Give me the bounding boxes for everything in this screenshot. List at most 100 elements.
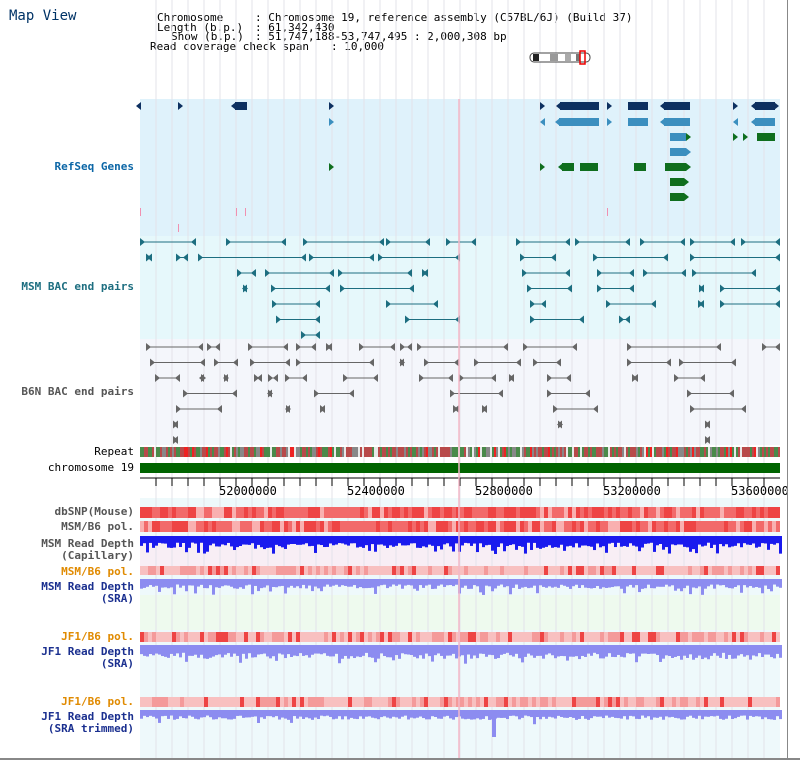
polymorphism-cell xyxy=(272,507,276,518)
depth-bar xyxy=(230,579,233,587)
repeat-element xyxy=(516,447,518,457)
depth-bar xyxy=(527,579,530,589)
depth-bar xyxy=(656,645,659,656)
bac-end xyxy=(425,238,430,246)
polymorphism-cell xyxy=(312,566,316,575)
polymorphism-cell xyxy=(444,507,448,518)
depth-bar xyxy=(707,645,710,660)
polymorphism-cell xyxy=(396,632,400,642)
polymorphism-cell xyxy=(204,566,208,575)
repeat-element xyxy=(616,447,618,457)
depth-bar xyxy=(464,710,467,720)
depth-bar xyxy=(185,536,188,553)
depth-bar xyxy=(653,710,656,718)
polymorphism-cell xyxy=(776,632,780,642)
show-label: Show (b.p.) xyxy=(171,30,244,43)
depth-bar xyxy=(347,710,350,720)
bac-end xyxy=(373,374,378,382)
gene-feature xyxy=(670,193,684,201)
depth-bar xyxy=(626,579,629,587)
polymorphism-cell xyxy=(324,507,328,518)
depth-bar xyxy=(695,536,698,554)
depth-bar xyxy=(557,536,560,548)
depth-bar xyxy=(365,579,368,589)
gene-arrow xyxy=(660,118,665,126)
polymorphism-cell xyxy=(572,507,576,518)
repeat-element xyxy=(266,447,268,457)
label-b6n-bac[interactable]: B6N BAC end pairs xyxy=(21,385,134,398)
polymorphism-cell xyxy=(352,632,356,642)
repeat-element xyxy=(378,447,380,457)
polymorphism-cell xyxy=(148,507,152,518)
depth-bar xyxy=(272,710,275,718)
depth-bar xyxy=(329,710,332,717)
repeat-element xyxy=(764,447,766,457)
polymorphism-cell xyxy=(384,521,388,532)
polymorphism-cell xyxy=(436,507,440,518)
polymorphism-cell xyxy=(592,507,596,518)
polymorphism-cell xyxy=(232,632,236,642)
polymorphism-cell xyxy=(336,632,340,642)
bac-end xyxy=(283,343,288,351)
bac-end xyxy=(729,389,734,398)
bac-end xyxy=(503,343,508,351)
depth-bar xyxy=(545,645,548,655)
bac-end xyxy=(250,358,255,367)
gene-arrow xyxy=(540,163,545,171)
label-refseq-genes[interactable]: RefSeq Genes xyxy=(54,160,134,173)
repeat-element xyxy=(600,447,602,457)
depth-bar xyxy=(338,536,341,544)
polymorphism-cell xyxy=(472,566,476,575)
polymorphism-cell xyxy=(624,697,628,707)
polymorphism-cell xyxy=(256,632,260,642)
repeat-element xyxy=(320,447,322,457)
polymorphism-cell xyxy=(724,632,728,642)
gene-feature xyxy=(755,102,775,110)
depth-bar xyxy=(590,579,593,589)
polymorphism-cell xyxy=(192,697,196,707)
depth-bar xyxy=(779,579,782,588)
depth-bar xyxy=(488,645,491,655)
depth-bar xyxy=(443,710,446,717)
depth-bar xyxy=(167,579,170,589)
polymorphism-cell xyxy=(592,697,596,707)
depth-bar xyxy=(662,710,665,720)
polymorphism-cell xyxy=(628,521,632,532)
polymorphism-cell xyxy=(444,632,448,642)
polymorphism-cell xyxy=(700,697,704,707)
repeat-element xyxy=(720,447,722,457)
polymorphism-cell xyxy=(168,632,172,642)
depth-bar xyxy=(362,710,365,719)
polymorphism-cell xyxy=(484,697,488,707)
polymorphism-cell xyxy=(604,507,608,518)
depth-bar xyxy=(467,579,470,589)
repeat-element xyxy=(334,447,336,457)
polymorphism-cell xyxy=(148,566,152,575)
polymorphism-cell xyxy=(536,521,540,532)
polymorphism-cell xyxy=(484,632,488,642)
repeat-element xyxy=(224,447,226,457)
depth-bar xyxy=(242,536,245,545)
polymorphism-cell xyxy=(732,521,736,532)
polymorphism-cell xyxy=(280,632,284,642)
depth-bar xyxy=(566,710,569,718)
polymorphism-cell xyxy=(520,632,524,642)
polymorphism-cell xyxy=(576,697,580,707)
polymorphism-cell xyxy=(336,697,340,707)
depth-bar xyxy=(344,536,347,545)
depth-bar xyxy=(446,536,449,544)
depth-bar xyxy=(284,579,287,594)
bac-end xyxy=(593,253,598,262)
depth-bar xyxy=(614,710,617,718)
polymorphism-cell xyxy=(456,566,460,575)
bac-end xyxy=(705,420,710,429)
repeat-element xyxy=(666,447,668,457)
depth-bar xyxy=(710,710,713,717)
label-msm-bac[interactable]: MSM BAC end pairs xyxy=(21,280,134,293)
polymorphism-cell xyxy=(516,507,520,518)
depth-bar xyxy=(146,536,149,553)
repeat-element xyxy=(650,447,652,457)
depth-bar xyxy=(518,645,521,659)
polymorphism-cell xyxy=(692,632,696,642)
